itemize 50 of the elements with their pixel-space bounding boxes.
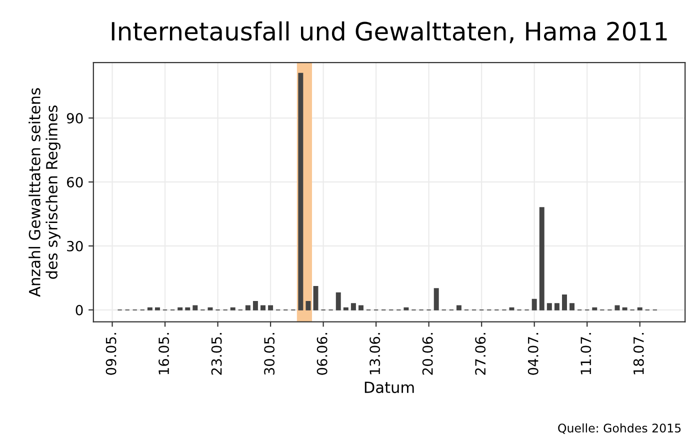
bar: [336, 292, 341, 310]
y-tick-label: 30: [67, 240, 83, 252]
bar: [230, 307, 236, 310]
x-tick-label: 09.05.: [106, 333, 116, 375]
bar: [154, 307, 160, 310]
bar: [562, 294, 567, 310]
bar: [350, 303, 356, 310]
x-tick-label: 13.06.: [370, 333, 380, 374]
bar: [622, 307, 628, 310]
x-tick-label: 04.07.: [528, 333, 538, 375]
y-tick-label: 90: [66, 112, 83, 124]
bar: [614, 305, 620, 310]
bar: [185, 307, 190, 310]
bar: [313, 286, 318, 310]
chart-title: Internetausfall und Gewalttaten, Hama 2011: [112, 21, 667, 44]
bar: [147, 307, 152, 310]
x-tick-label: 30.05.: [264, 333, 275, 375]
bar: [554, 303, 560, 310]
bar: [637, 307, 642, 310]
bar: [268, 305, 274, 310]
x-tick-label: 18.07.: [633, 333, 644, 374]
bar: [539, 207, 544, 310]
bar: [456, 305, 462, 310]
bar: [306, 300, 311, 310]
y-tick-label: 0: [76, 304, 83, 316]
bar: [192, 305, 198, 310]
bar: [532, 298, 537, 310]
y-axis-title: Anzahl Gewalttaten seitens des syrischen Regimes: [28, 88, 60, 297]
bar: [260, 305, 266, 310]
bar: [570, 303, 575, 310]
bar: [178, 307, 183, 310]
bar: [252, 300, 258, 310]
x-tick-label: 23.05.: [211, 333, 222, 375]
bar: [358, 305, 364, 310]
x-axis-title: Datum: [364, 382, 414, 394]
bar: [434, 288, 439, 310]
bar: [245, 305, 250, 310]
bar: [546, 303, 552, 310]
y-tick-label: 60: [66, 176, 83, 188]
source-note: Quelle: Gohdes 2015: [558, 423, 681, 434]
x-tick-label: 20.06.: [422, 333, 433, 375]
x-tick-label: 27.06.: [475, 333, 486, 375]
bar: [509, 307, 514, 310]
x-tick-label: 11.07.: [580, 333, 592, 374]
bar: [208, 307, 213, 310]
x-tick-label: 16.05.: [158, 333, 170, 374]
bar: [343, 307, 348, 310]
bar: [592, 307, 598, 310]
bar: [404, 307, 409, 310]
x-tick-label: 06.06.: [316, 333, 328, 375]
